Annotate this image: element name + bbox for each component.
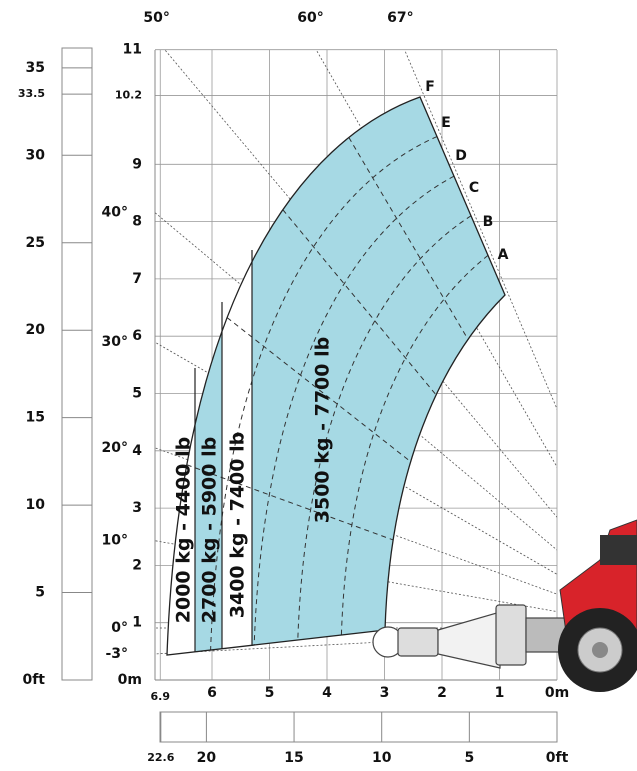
height-label: 11 [123, 42, 142, 58]
reach-label: 5 [265, 685, 275, 701]
boom-radial [282, 209, 437, 396]
zone-label: 2700 kg - 5900 lb [199, 437, 221, 623]
angle-label: 60° [297, 10, 323, 26]
angle-label: 50° [143, 10, 169, 26]
reach-label: 0m [545, 685, 569, 701]
position-label: D [455, 148, 467, 164]
reach-label: 3 [380, 685, 390, 701]
ft-label: 0ft [546, 750, 569, 766]
ft-label: 10 [26, 497, 46, 513]
boom-arc [297, 215, 472, 641]
position-label: B [483, 214, 494, 230]
position-label: C [469, 180, 479, 196]
reach-label: 6 [207, 685, 217, 701]
height-label: 4 [132, 443, 142, 459]
boom-head [372, 604, 567, 669]
boom-radial [348, 137, 469, 340]
angle-label: 0° [111, 620, 128, 636]
boom-arc [340, 255, 489, 636]
boom-arc [253, 175, 455, 646]
angle-line [155, 447, 557, 595]
reach-label: 2 [437, 685, 447, 701]
ft-label: 20 [197, 750, 217, 766]
reach-label: 6.9 [151, 690, 171, 703]
height-label: 8 [132, 214, 142, 230]
machine [558, 519, 637, 692]
boom-curves [186, 136, 489, 651]
height-label: 1 [132, 615, 142, 631]
height-label: 9 [132, 156, 142, 172]
angle-label: 10° [102, 533, 128, 549]
envelope-outline [166, 96, 506, 656]
ft-label: 20 [26, 322, 46, 338]
height-label: 2 [132, 557, 142, 573]
ft-label: 30 [26, 147, 46, 163]
height-label: 0m [118, 672, 142, 688]
ft-scale-bottom [159, 711, 558, 743]
position-label: A [498, 247, 509, 263]
zone-label: 3500 kg - 7700 lb [312, 337, 334, 523]
ft-label: 22.6 [147, 751, 174, 764]
height-label: 3 [132, 500, 142, 516]
ft-label: 15 [284, 750, 303, 766]
zone-label: 2000 kg - 4400 lb [173, 437, 195, 623]
height-label: 5 [132, 386, 142, 402]
ft-label: 25 [26, 235, 45, 251]
ft-label: 5 [464, 750, 474, 766]
angle-label: 20° [102, 440, 128, 456]
angle-label: -3° [105, 646, 128, 662]
labels: 11 10.2 9 8 7 6 5 4 3 2 1 0m 6.9 6 5 4 3 2 1 0m 35 33.5 30 25 20… [18, 10, 569, 766]
boom-radial [186, 464, 394, 541]
angle-label: 40° [102, 205, 128, 221]
height-label: 6 [132, 328, 142, 344]
ft-label: 10 [372, 750, 392, 766]
ft-label: 33.5 [18, 87, 45, 100]
ft-label: 15 [26, 410, 45, 426]
angle-line [404, 50, 557, 410]
zone-label: 3400 kg - 7400 lb [227, 432, 249, 618]
reach-label: 1 [495, 685, 505, 701]
angle-label: 67° [387, 10, 413, 26]
position-label: E [441, 115, 451, 131]
ft-label: 5 [35, 585, 45, 601]
position-label: F [425, 79, 435, 95]
angle-label: 30° [102, 334, 128, 350]
height-label: 10.2 [115, 89, 142, 102]
ft-label: 35 [26, 60, 45, 76]
height-label: 7 [132, 271, 142, 287]
ft-label: 0ft [22, 672, 45, 688]
boom-radial [226, 317, 411, 463]
boom-arc [210, 136, 438, 651]
reach-label: 4 [322, 685, 332, 701]
ft-scale [61, 47, 93, 681]
